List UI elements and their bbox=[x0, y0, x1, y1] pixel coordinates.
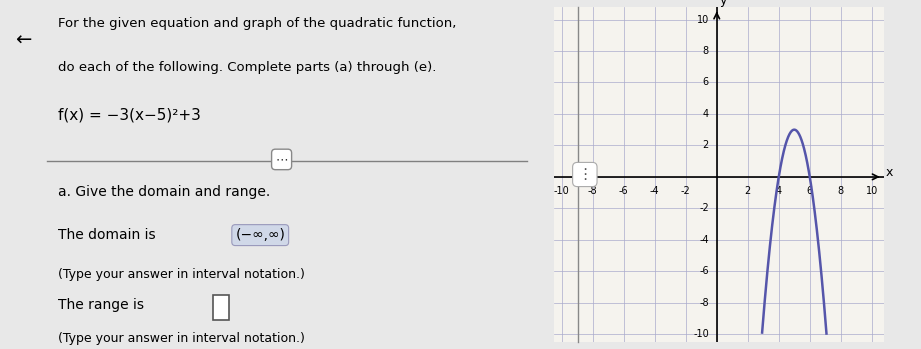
Text: ⋯: ⋯ bbox=[275, 153, 288, 166]
Text: ⋮: ⋮ bbox=[577, 167, 592, 182]
Text: 4: 4 bbox=[775, 186, 782, 196]
Text: 10: 10 bbox=[697, 15, 709, 24]
Text: 8: 8 bbox=[838, 186, 844, 196]
Text: -6: -6 bbox=[699, 266, 709, 276]
Text: -8: -8 bbox=[699, 298, 709, 308]
Text: -2: -2 bbox=[681, 186, 691, 196]
Text: (Type your answer in interval notation.): (Type your answer in interval notation.) bbox=[58, 268, 305, 281]
Text: 4: 4 bbox=[703, 109, 709, 119]
Text: -10: -10 bbox=[694, 329, 709, 339]
Text: 6: 6 bbox=[807, 186, 813, 196]
Text: y: y bbox=[719, 0, 727, 7]
Text: 8: 8 bbox=[703, 46, 709, 56]
Text: do each of the following. Complete parts (a) through (e).: do each of the following. Complete parts… bbox=[58, 61, 437, 74]
Text: f(x) = −3(x−5)²+3: f(x) = −3(x−5)²+3 bbox=[58, 107, 201, 122]
Text: 6: 6 bbox=[703, 77, 709, 88]
Text: 2: 2 bbox=[744, 186, 751, 196]
Text: 2: 2 bbox=[703, 140, 709, 150]
Text: (−∞,∞): (−∞,∞) bbox=[235, 228, 286, 242]
Text: -10: -10 bbox=[554, 186, 569, 196]
Text: ←: ← bbox=[15, 30, 31, 50]
Text: x: x bbox=[886, 166, 893, 179]
Text: -2: -2 bbox=[699, 203, 709, 213]
Text: The range is: The range is bbox=[58, 298, 148, 312]
Text: 10: 10 bbox=[866, 186, 878, 196]
Text: The domain is: The domain is bbox=[58, 228, 160, 242]
Text: -8: -8 bbox=[588, 186, 598, 196]
Text: For the given equation and graph of the quadratic function,: For the given equation and graph of the … bbox=[58, 17, 457, 30]
Text: -4: -4 bbox=[699, 235, 709, 245]
Text: a. Give the domain and range.: a. Give the domain and range. bbox=[58, 185, 271, 199]
Text: (Type your answer in interval notation.): (Type your answer in interval notation.) bbox=[58, 332, 305, 345]
Text: -6: -6 bbox=[619, 186, 628, 196]
Text: -4: -4 bbox=[650, 186, 659, 196]
